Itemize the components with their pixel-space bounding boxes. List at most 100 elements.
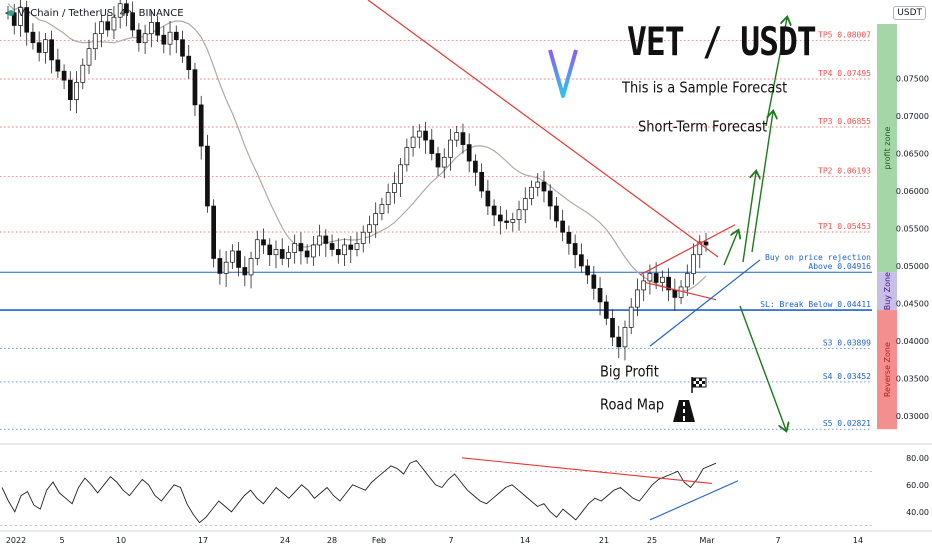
candle-body bbox=[435, 153, 441, 168]
buy-zone-band bbox=[877, 272, 897, 311]
candle-body bbox=[591, 274, 597, 289]
time-tick-label: Mar bbox=[699, 536, 715, 545]
candle-body bbox=[111, 16, 117, 31]
candle-body bbox=[155, 22, 160, 36]
candle-body bbox=[566, 231, 572, 244]
candle-body bbox=[647, 273, 653, 282]
candle-body bbox=[230, 250, 235, 263]
profit-zone-label: profit zone bbox=[883, 127, 892, 170]
candle-body bbox=[43, 39, 48, 53]
sample-forecast-note: This is a Sample Forecast bbox=[622, 80, 788, 98]
candle-body bbox=[173, 31, 179, 41]
candle-body bbox=[635, 289, 640, 308]
candle-body bbox=[55, 59, 61, 72]
candle-body bbox=[142, 33, 148, 44]
candle-body bbox=[697, 241, 703, 256]
candle-body bbox=[92, 33, 98, 50]
candle-body bbox=[279, 249, 285, 259]
candle-body bbox=[466, 144, 472, 162]
price-tick-label: 0.05500 bbox=[896, 224, 929, 233]
candle-body bbox=[641, 280, 647, 291]
candle-body bbox=[504, 220, 509, 223]
channel-upper-line bbox=[639, 224, 736, 276]
rsi-tick-label: 40.00 bbox=[906, 508, 929, 517]
candle-body bbox=[535, 181, 541, 188]
candle-body bbox=[186, 55, 192, 71]
candle-body bbox=[441, 156, 447, 168]
candle-body bbox=[429, 139, 435, 154]
price-tick-label: 0.04000 bbox=[896, 337, 929, 346]
candle-body bbox=[491, 205, 497, 216]
candle-body bbox=[622, 327, 628, 348]
price-tick-label: 0.06500 bbox=[896, 150, 929, 159]
candle-body bbox=[80, 64, 86, 83]
candle-body bbox=[267, 244, 273, 256]
candle-body bbox=[585, 265, 590, 276]
candle-body bbox=[192, 69, 198, 106]
time-tick-label: 21 bbox=[599, 536, 609, 545]
time-tick-label: 14 bbox=[853, 536, 863, 545]
candle-body bbox=[180, 39, 185, 57]
candle-body bbox=[485, 190, 491, 207]
candle-body bbox=[124, 3, 129, 14]
candle-body bbox=[547, 190, 553, 207]
short-term-note: Short-Term Forecast bbox=[638, 119, 768, 137]
candle-body bbox=[205, 145, 210, 207]
candle-body bbox=[684, 273, 690, 288]
time-tick-label: 5 bbox=[59, 536, 64, 545]
candle-body bbox=[572, 243, 578, 256]
level-label-tp4: TP4 0.07495 bbox=[818, 69, 871, 78]
candle-body bbox=[554, 205, 559, 222]
candle-body bbox=[24, 7, 30, 33]
level-label-s5: S5 0.02821 bbox=[823, 419, 871, 428]
candle-body bbox=[529, 186, 534, 199]
level-label-tp1: TP1 0.05453 bbox=[818, 222, 871, 231]
candle-body bbox=[560, 220, 566, 233]
forecast-up-arrow bbox=[751, 112, 773, 253]
candle-body bbox=[416, 130, 422, 138]
candle-body bbox=[516, 209, 522, 220]
candle-body bbox=[473, 160, 478, 173]
candle-body bbox=[292, 243, 298, 253]
forecast-down-arrow bbox=[739, 305, 786, 430]
candle-body bbox=[223, 261, 229, 274]
price-tick-label: 0.07000 bbox=[896, 112, 929, 121]
market-open-icon bbox=[8, 10, 14, 16]
candle-body bbox=[610, 318, 615, 338]
candle-body bbox=[105, 21, 111, 31]
candle-body bbox=[522, 198, 528, 211]
candle-body bbox=[148, 22, 154, 35]
time-tick-label: 7 bbox=[775, 536, 780, 545]
price-tick-label: 0.06000 bbox=[896, 187, 929, 196]
price-tick-label: 0.03500 bbox=[896, 374, 929, 383]
candle-body bbox=[161, 34, 167, 45]
currency-badge[interactable]: USDT bbox=[893, 6, 926, 20]
rsi-tick-label: 60.00 bbox=[906, 481, 929, 490]
checkered-flag-icon bbox=[691, 377, 707, 393]
candle-body bbox=[354, 243, 360, 250]
candle-body bbox=[323, 235, 329, 244]
candle-body bbox=[86, 48, 92, 66]
candle-body bbox=[660, 276, 665, 283]
time-tick-label: 2022 bbox=[6, 536, 26, 545]
symbol-header: VeChain / TetherUS, 4h, BINANCE bbox=[6, 8, 184, 19]
reverse-zone-band bbox=[877, 310, 897, 430]
candle-body bbox=[423, 130, 428, 141]
candle-body bbox=[211, 205, 217, 259]
candle-body bbox=[261, 239, 266, 246]
candle-body bbox=[49, 39, 54, 61]
candle-body bbox=[448, 139, 453, 158]
time-tick-label: 25 bbox=[647, 536, 657, 545]
buy-zone-label: Buy Zone bbox=[883, 272, 892, 310]
candle-body bbox=[74, 82, 79, 100]
candle-body bbox=[61, 70, 67, 81]
candle-body bbox=[398, 164, 403, 184]
rsi-support-line bbox=[649, 480, 739, 521]
candle-body bbox=[479, 171, 484, 192]
time-tick-label: 10 bbox=[116, 536, 126, 545]
candle-body bbox=[311, 244, 316, 258]
candle-body bbox=[678, 286, 684, 298]
candle-body bbox=[510, 219, 516, 223]
